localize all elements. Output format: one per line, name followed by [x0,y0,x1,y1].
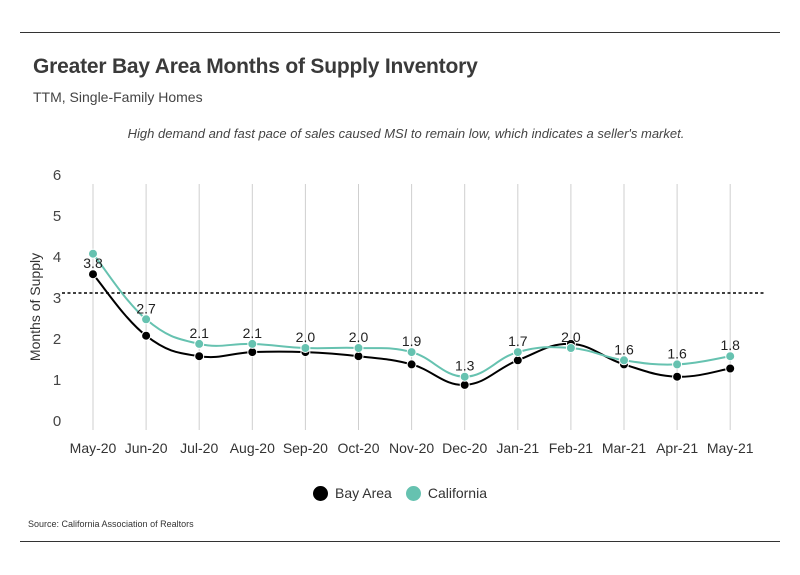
x-tick-labels: May-20 Jun-20 Jul-20 Aug-20 Sep-20 Oct-20 Nov-… [70,440,754,456]
x-tick-feb-21: Feb-21 [549,440,594,456]
point-california-jan-21 [512,347,523,358]
point-bay-area-jan-21 [512,355,523,366]
x-tick-sep-20: Sep-20 [283,440,328,456]
x-tick-may-20: May-20 [70,440,117,456]
point-california-nov-20 [406,347,417,358]
x-tick-oct-20: Oct-20 [337,440,379,456]
x-tick-jun-20: Jun-20 [125,440,168,456]
legend-swatch-bay-area [313,485,329,501]
y-axis-label: Months of Supply [27,253,43,361]
point-california-sep-20 [300,343,311,353]
point-california-oct-20 [353,343,364,353]
legend-label-bay-area: Bay Area [335,485,392,501]
y-tick-1: 1 [53,372,61,389]
x-tick-nov-20: Nov-20 [389,440,434,456]
y-tick-2: 2 [53,331,61,348]
point-california-apr-21 [672,359,683,370]
point-bay-area-jul-20 [194,351,205,362]
x-tick-apr-21: Apr-21 [656,440,698,456]
data-label-jan-21: 1.7 [508,333,528,349]
data-label-nov-20: 1.9 [402,333,422,349]
data-label-oct-20: 2.0 [349,329,369,345]
legend: Bay Area California [0,485,800,501]
data-label-apr-21: 1.6 [667,345,687,361]
legend-item-bay-area: Bay Area [313,485,392,501]
point-california-may-21 [725,351,736,362]
x-tick-mar-21: Mar-21 [602,440,647,456]
data-label-mar-21: 1.6 [614,341,634,357]
data-label-feb-21: 2.0 [561,329,581,345]
point-california-may-20 [88,248,98,259]
source-note: Source: California Association of Realto… [28,519,194,529]
y-tick-6: 6 [53,167,61,184]
point-california-dec-20 [459,371,470,382]
point-bay-area-dec-20 [459,379,470,390]
point-bay-area-may-20 [88,269,98,280]
x-tick-aug-20: Aug-20 [230,440,275,456]
data-label-dec-20: 1.3 [455,358,475,374]
point-california-mar-21 [619,355,629,366]
legend-label-california: California [427,485,487,501]
point-bay-area-aug-20 [247,347,258,358]
legend-swatch-california [405,485,421,501]
x-tick-may-21: May-21 [707,440,754,456]
legend-item-california: California [405,485,487,501]
point-bay-area-nov-20 [406,359,417,370]
data-label-jul-20: 2.1 [189,325,209,341]
y-tick-labels: 0 1 2 3 4 5 6 [53,167,61,430]
point-bay-area-apr-21 [672,371,683,382]
x-tick-dec-20: Dec-20 [442,440,487,456]
point-bay-area-jun-20 [141,330,152,341]
y-tick-5: 5 [53,208,61,225]
point-california-feb-21 [565,343,576,353]
data-label-sep-20: 2.0 [296,329,316,345]
data-label-may-20: 3.8 [83,255,103,271]
point-california-jul-20 [194,338,205,349]
y-tick-3: 3 [53,290,61,307]
grid-lines [92,184,731,430]
top-rule [20,32,780,33]
point-california-aug-20 [247,338,258,349]
x-tick-jan-21: Jan-21 [496,440,539,456]
data-label-may-21: 1.8 [720,337,740,353]
y-tick-4: 4 [53,249,61,266]
x-tick-jul-20: Jul-20 [180,440,218,456]
chart-subtitle: TTM, Single-Family Homes [33,89,203,105]
bottom-rule [20,541,780,542]
y-tick-0: 0 [53,413,61,430]
series-points [88,248,736,390]
chart-annotation: High demand and fast pace of sales cause… [127,126,685,141]
chart-title: Greater Bay Area Months of Supply Invent… [33,55,478,78]
data-label-aug-20: 2.1 [243,325,263,341]
point-bay-area-may-21 [725,363,736,374]
data-label-jun-20: 2.7 [136,300,156,316]
point-california-jun-20 [141,314,152,325]
data-labels: 3.8 2.7 2.1 2.1 2.0 2.0 1.9 1.3 1.7 2.0 1.6 1.6 1.8 [83,255,740,374]
point-bay-area-oct-20 [353,351,364,362]
